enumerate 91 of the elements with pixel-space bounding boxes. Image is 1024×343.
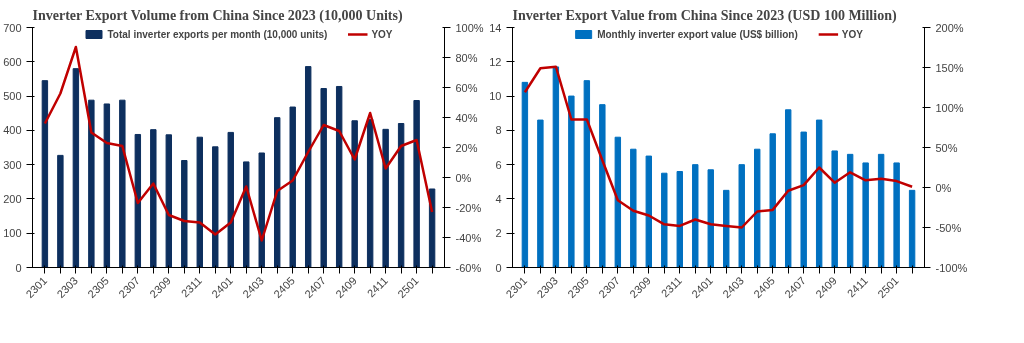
y2-tick-label: 80% — [455, 51, 478, 64]
legend-label: Monthly inverter export value (US$ billion) — [597, 28, 798, 40]
bar — [289, 106, 296, 268]
bar — [769, 133, 776, 268]
bar — [181, 160, 188, 268]
y-tick-label: 700 — [3, 21, 22, 34]
bar — [382, 128, 389, 268]
bar — [196, 136, 203, 268]
y-tick-label: 6 — [495, 158, 502, 171]
y2-tick-label: 0% — [455, 171, 472, 184]
y2-tick-label: 200% — [935, 21, 964, 34]
bar — [335, 85, 343, 268]
bar — [552, 66, 560, 268]
chart-title: Inverter Export Value from China Since 2023 (USD 100 Million) — [512, 7, 897, 24]
bar — [862, 162, 869, 268]
bar — [846, 153, 854, 268]
y-tick-label: 4 — [495, 192, 502, 205]
line-series — [43, 45, 434, 242]
y2-tick-label: 100% — [935, 101, 964, 114]
bar — [645, 155, 653, 268]
y-tick-label: 0 — [495, 261, 502, 274]
y2-tick-label: -40% — [455, 231, 482, 244]
legend-label: YOY — [841, 28, 863, 40]
line-series — [523, 65, 914, 229]
bar — [320, 88, 327, 268]
y-tick-label: 2 — [495, 227, 502, 240]
bar — [800, 131, 807, 268]
bar — [72, 68, 80, 268]
bar — [754, 148, 761, 268]
y-tick-label: 200 — [3, 192, 22, 205]
bar — [41, 80, 49, 268]
bar — [568, 95, 575, 268]
y-tick-label: 10 — [489, 90, 502, 103]
chart-title: Inverter Export Volume from China Since 2023 (10,000 Units) — [32, 7, 403, 24]
bar — [877, 153, 885, 268]
bar — [521, 81, 529, 268]
y-tick-label: 12 — [489, 55, 502, 68]
bar — [614, 136, 622, 268]
y2-tick-label: 40% — [455, 111, 478, 124]
y2-tick-label: 150% — [935, 61, 964, 74]
bar — [397, 123, 405, 268]
bar — [707, 169, 714, 268]
legend-label: YOY — [371, 28, 393, 40]
bar — [630, 148, 637, 268]
bar — [103, 103, 111, 268]
bar — [893, 162, 900, 268]
bar — [165, 134, 173, 268]
y-tick-label: 600 — [3, 55, 22, 68]
y-tick-label: 300 — [3, 158, 22, 171]
legend-label: Total inverter exports per month (10,000 units) — [107, 28, 328, 40]
y2-tick-label: -100% — [935, 261, 968, 274]
bar — [661, 172, 668, 268]
y-tick-label: 100 — [3, 227, 22, 240]
bar — [738, 164, 745, 268]
bar — [150, 129, 157, 268]
bar — [831, 150, 838, 268]
bar — [784, 109, 792, 268]
bar — [599, 104, 606, 268]
bar — [692, 164, 699, 268]
y2-tick-label: 0% — [935, 181, 952, 194]
y2-tick-label: -50% — [935, 221, 962, 234]
y2-tick-label: -60% — [455, 261, 482, 274]
y2-tick-label: 100% — [455, 21, 484, 34]
bar — [366, 118, 374, 268]
y2-tick-label: 60% — [455, 81, 478, 94]
y-tick-label: 14 — [489, 21, 502, 34]
bar — [243, 161, 250, 268]
bar — [815, 119, 823, 268]
bar — [537, 119, 544, 268]
y2-tick-label: 50% — [935, 141, 958, 154]
y2-tick-label: -20% — [455, 201, 482, 214]
bar — [908, 189, 916, 268]
bar — [134, 133, 142, 268]
bar — [413, 100, 420, 268]
bar — [88, 99, 95, 268]
bar — [227, 131, 234, 268]
y2-tick-label: 20% — [455, 141, 478, 154]
bar — [212, 146, 219, 268]
bar — [351, 120, 358, 268]
y-tick-label: 400 — [3, 124, 22, 137]
y-tick-label: 8 — [495, 124, 502, 137]
bar — [583, 80, 591, 268]
y-tick-label: 0 — [15, 261, 22, 274]
bar — [676, 171, 683, 268]
bar — [304, 66, 312, 268]
bar — [119, 99, 126, 268]
y-tick-label: 500 — [3, 90, 22, 103]
bar — [274, 117, 281, 268]
bar — [723, 189, 730, 268]
bar — [57, 154, 64, 268]
bar — [258, 152, 265, 268]
